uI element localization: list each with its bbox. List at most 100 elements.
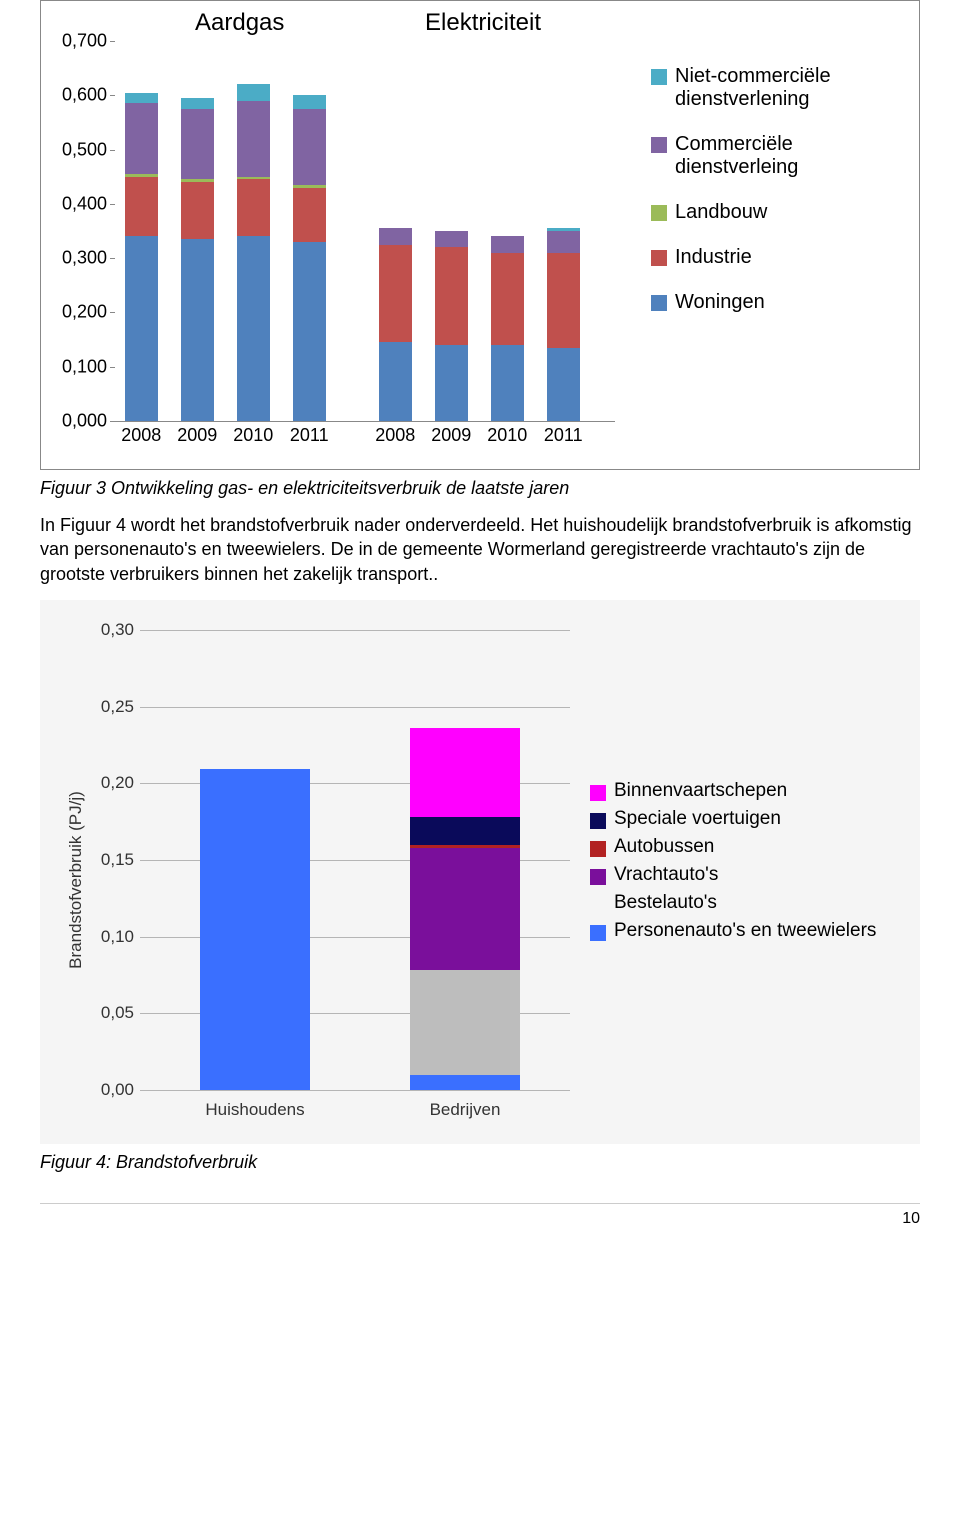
chart1-segment — [125, 236, 158, 421]
chart2-legend-item: Vrachtauto's — [590, 864, 910, 886]
body-paragraph: In Figuur 4 wordt het brandstofverbruik … — [40, 513, 920, 586]
chart1-segment — [435, 247, 468, 345]
chart1: 0,0000,1000,2000,3000,4000,5000,6000,700… — [45, 5, 915, 465]
chart2: Brandstofverbruik (PJ/j) 0,000,050,100,1… — [50, 620, 910, 1140]
chart1-segment — [181, 109, 214, 180]
chart2-segment — [410, 817, 520, 845]
chart1-group-label: Aardgas — [195, 9, 284, 37]
legend-label: Speciale voertuigen — [614, 808, 781, 830]
legend-label: Personenauto's en tweewielers — [614, 920, 876, 942]
chart1-xlabel: 2010 — [233, 421, 273, 446]
chart1-ytick-mark — [110, 150, 115, 151]
legend-swatch — [651, 205, 667, 221]
chart1-group-label: Elektriciteit — [425, 9, 541, 37]
chart1-plot-area: 0,0000,1000,2000,3000,4000,5000,6000,700… — [115, 41, 615, 422]
chart1-segment — [293, 242, 326, 421]
legend-label: Autobussen — [614, 836, 714, 858]
chart1-segment — [547, 348, 580, 421]
chart2-ytick: 0,00 — [90, 1080, 134, 1100]
chart2-legend-item: Speciale voertuigen — [590, 808, 910, 830]
chart2-ytick: 0,05 — [90, 1003, 134, 1023]
chart1-legend-item: Industrie — [651, 246, 911, 269]
chart2-frame: Brandstofverbruik (PJ/j) 0,000,050,100,1… — [40, 600, 920, 1144]
chart1-segment — [379, 228, 412, 244]
legend-swatch — [651, 295, 667, 311]
chart2-legend-item: Binnenvaartschepen — [590, 780, 910, 802]
chart2-segment — [200, 769, 310, 1089]
chart1-ytick-mark — [110, 258, 115, 259]
chart2-segment — [410, 1075, 520, 1090]
chart2-ytick: 0,25 — [90, 697, 134, 717]
legend-label: Bestelauto's — [614, 892, 717, 914]
legend-label: Niet-commerciële dienstverlening — [675, 65, 911, 111]
chart1-bar — [491, 236, 524, 421]
chart2-legend-item: Autobussen — [590, 836, 910, 858]
chart1-bar — [435, 231, 468, 421]
chart2-ytick: 0,30 — [90, 620, 134, 640]
chart2-gridline — [140, 630, 570, 631]
chart1-ytick-mark — [110, 41, 115, 42]
chart1-bar — [293, 95, 326, 421]
chart1-segment — [181, 182, 214, 239]
chart1-bar — [181, 98, 214, 421]
chart1-ytick: 0,000 — [47, 411, 107, 432]
chart2-segment — [410, 848, 520, 971]
legend-label: Vrachtauto's — [614, 864, 718, 886]
chart1-ytick-mark — [110, 204, 115, 205]
chart1-segment — [491, 253, 524, 345]
legend-swatch — [651, 137, 667, 153]
chart1-ytick-mark — [110, 95, 115, 96]
chart1-bar — [237, 84, 270, 421]
chart1-legend: Niet-commerciële dienstverlening Commerci… — [651, 65, 911, 336]
chart1-xlabel: 2011 — [544, 421, 583, 446]
chart2-ytick: 0,20 — [90, 773, 134, 793]
chart1-segment — [237, 179, 270, 236]
chart1-xlabel: 2008 — [375, 421, 415, 446]
chart2-caption: Figuur 4: Brandstofverbruik — [40, 1152, 920, 1173]
chart1-xlabel: 2009 — [177, 421, 217, 446]
chart2-segment — [410, 970, 520, 1074]
chart2-ytick: 0,10 — [90, 927, 134, 947]
chart1-segment — [293, 188, 326, 242]
chart1-ytick: 0,700 — [47, 31, 107, 52]
chart1-segment — [125, 93, 158, 104]
chart1-ytick: 0,100 — [47, 356, 107, 377]
legend-swatch — [651, 250, 667, 266]
chart1-segment — [435, 231, 468, 247]
chart2-gridline — [140, 707, 570, 708]
chart1-ytick: 0,200 — [47, 302, 107, 323]
chart1-segment — [491, 345, 524, 421]
chart1-segment — [125, 103, 158, 174]
chart1-legend-item: Niet-commerciële dienstverlening — [651, 65, 911, 111]
legend-label: Binnenvaartschepen — [614, 780, 787, 802]
chart1-segment — [181, 239, 214, 421]
chart1-segment — [237, 236, 270, 421]
legend-swatch — [590, 841, 606, 857]
chart1-segment — [547, 253, 580, 348]
chart1-legend-item: Woningen — [651, 291, 911, 314]
legend-label: Landbouw — [675, 201, 767, 224]
legend-label: Woningen — [675, 291, 765, 314]
legend-swatch — [590, 785, 606, 801]
chart1-segment — [293, 109, 326, 185]
chart1-segment — [379, 245, 412, 343]
chart1-segment — [181, 98, 214, 109]
legend-swatch — [590, 813, 606, 829]
chart1-frame: 0,0000,1000,2000,3000,4000,5000,6000,700… — [40, 0, 920, 470]
chart2-bar — [410, 728, 520, 1090]
chart1-segment — [379, 342, 412, 421]
chart1-xlabel: 2008 — [121, 421, 161, 446]
chart2-y-axis-title: Brandstofverbruik (PJ/j) — [66, 791, 86, 969]
chart1-legend-item: Commerciële dienstverleing — [651, 133, 911, 179]
legend-swatch — [651, 69, 667, 85]
legend-label: Industrie — [675, 246, 752, 269]
chart1-segment — [293, 95, 326, 109]
chart1-bar — [547, 228, 580, 421]
legend-swatch — [590, 869, 606, 885]
chart1-xlabel: 2009 — [431, 421, 471, 446]
chart1-segment — [491, 236, 524, 252]
chart1-segment — [435, 345, 468, 421]
chart1-bar — [379, 228, 412, 421]
chart1-ytick-mark — [110, 421, 115, 422]
chart1-ytick: 0,400 — [47, 193, 107, 214]
